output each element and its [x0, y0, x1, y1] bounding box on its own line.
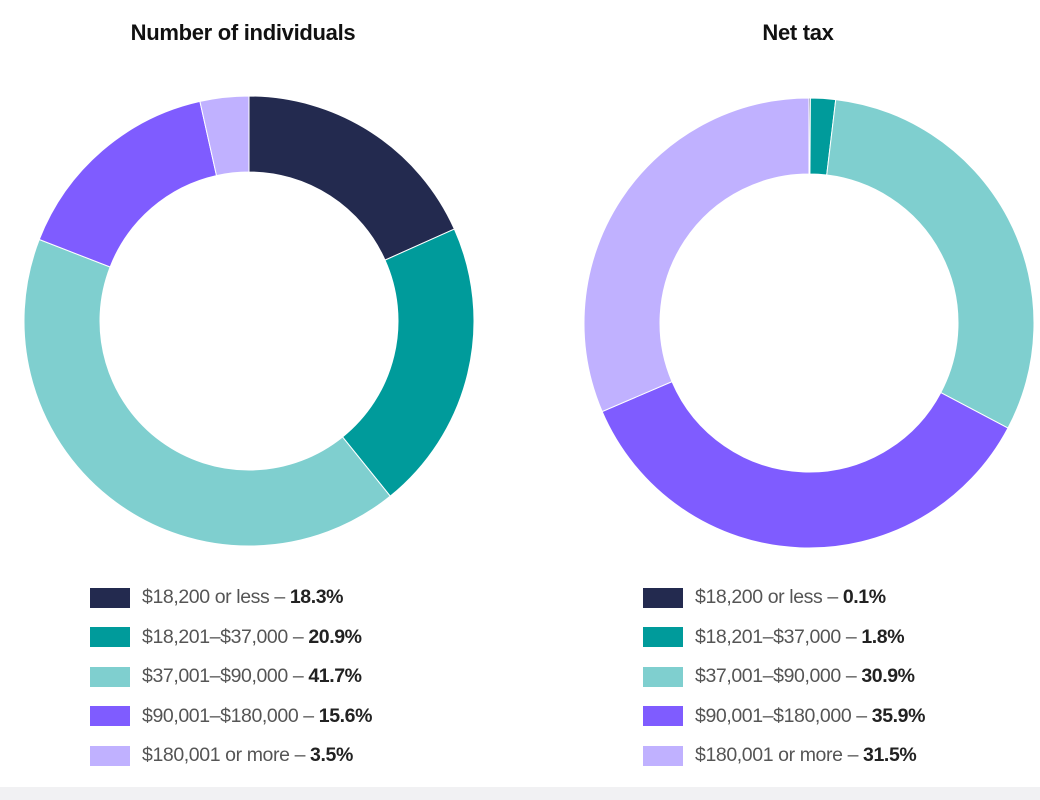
- donut-slice: [341, 228, 475, 497]
- donut-slice: [601, 380, 1009, 549]
- legend-label: $180,001 or more: [142, 744, 290, 767]
- legend-dash: –: [851, 704, 872, 727]
- donut-slice: [199, 95, 250, 177]
- legend-item: $18,200 or less – 18.3%: [90, 578, 372, 618]
- chart-title-individuals: Number of individuals: [130, 20, 356, 45]
- legend-value: 41.7%: [308, 665, 362, 688]
- legend-item: $37,001–$90,000 – 30.9%: [643, 657, 925, 697]
- legend-label: $18,201–$37,000: [695, 625, 841, 648]
- legend-dash: –: [287, 625, 309, 648]
- donut-slice: [583, 97, 810, 413]
- legend-swatch: [90, 587, 130, 608]
- legend-dash: –: [269, 586, 290, 609]
- legend-label: $18,200 or less: [695, 586, 823, 609]
- donut-chart-net-tax: [583, 97, 1035, 549]
- legend-swatch: [90, 706, 130, 727]
- legend-item: $90,001–$180,000 – 15.6%: [90, 697, 372, 737]
- legend-swatch: [90, 745, 130, 766]
- donut-slice: [248, 95, 456, 261]
- legend-item: $90,001–$180,000 – 35.9%: [643, 697, 925, 737]
- legend-item: $18,200 or less – 0.1%: [643, 578, 925, 618]
- legend-label: $180,001 or more: [695, 744, 843, 767]
- legend-dash: –: [840, 665, 862, 688]
- chart-title-net-tax: Net tax: [762, 20, 834, 45]
- legend-item: $37,001–$90,000 – 41.7%: [90, 657, 372, 697]
- legend-label: $90,001–$180,000: [695, 704, 852, 727]
- legend-dash: –: [287, 665, 309, 688]
- donut-slice: [23, 238, 391, 547]
- legend-label: $37,001–$90,000: [142, 665, 288, 688]
- legend-individuals: $18,200 or less – 18.3% $18,201–$37,000 –…: [90, 578, 372, 776]
- legend-dash: –: [822, 586, 843, 609]
- legend-value: 35.9%: [871, 704, 926, 727]
- legend-label: $90,001–$180,000: [142, 704, 299, 727]
- legend-value: 1.8%: [861, 625, 905, 648]
- legend-label: $18,201–$37,000: [142, 625, 288, 648]
- legend-value: 31.5%: [863, 744, 917, 767]
- legend-net-tax: $18,200 or less – 0.1% $18,201–$37,000 – …: [643, 578, 925, 776]
- legend-dash: –: [298, 704, 319, 727]
- legend-item: $180,001 or more – 31.5%: [643, 736, 925, 776]
- legend-value: 18.3%: [289, 586, 344, 609]
- legend-dash: –: [289, 744, 311, 767]
- legend-item: $18,201–$37,000 – 20.9%: [90, 618, 372, 658]
- legend-swatch: [643, 706, 683, 727]
- legend-value: 0.1%: [842, 586, 886, 609]
- donut-slice: [826, 99, 1035, 429]
- legend-label: $18,200 or less: [142, 586, 270, 609]
- legend-swatch: [90, 666, 130, 687]
- footer-bar: [0, 787, 1040, 800]
- donut-slice: [38, 100, 218, 268]
- legend-item: $180,001 or more – 3.5%: [90, 736, 372, 776]
- legend-dash: –: [842, 744, 864, 767]
- legend-swatch: [643, 587, 683, 608]
- legend-swatch: [90, 627, 130, 648]
- legend-label: $37,001–$90,000: [695, 665, 841, 688]
- legend-value: 15.6%: [318, 704, 373, 727]
- legend-value: 3.5%: [310, 744, 353, 767]
- legend-swatch: [643, 627, 683, 648]
- legend-value: 30.9%: [861, 665, 915, 688]
- donut-chart-individuals: [23, 95, 475, 547]
- legend-item: $18,201–$37,000 – 1.8%: [643, 618, 925, 658]
- legend-value: 20.9%: [308, 625, 362, 648]
- legend-swatch: [643, 745, 683, 766]
- legend-dash: –: [840, 625, 862, 648]
- legend-swatch: [643, 666, 683, 687]
